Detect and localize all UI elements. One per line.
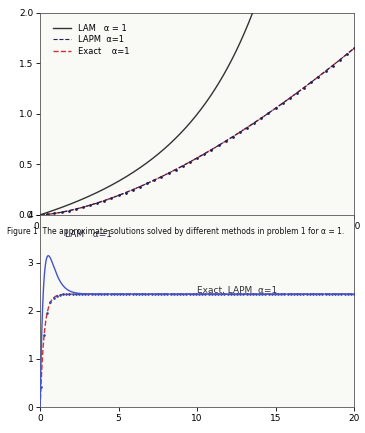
Legend: LAM   α = 1, LAPM  α=1, Exact    α=1: LAM α = 1, LAPM α=1, Exact α=1	[51, 21, 132, 58]
Text: LAM   α=1: LAM α=1	[65, 230, 112, 239]
Text: Figure 1  The approximate solutions solved by different methods in problem 1 for: Figure 1 The approximate solutions solve…	[7, 227, 345, 236]
Text: Exact, LAPM  α=1: Exact, LAPM α=1	[197, 286, 277, 295]
